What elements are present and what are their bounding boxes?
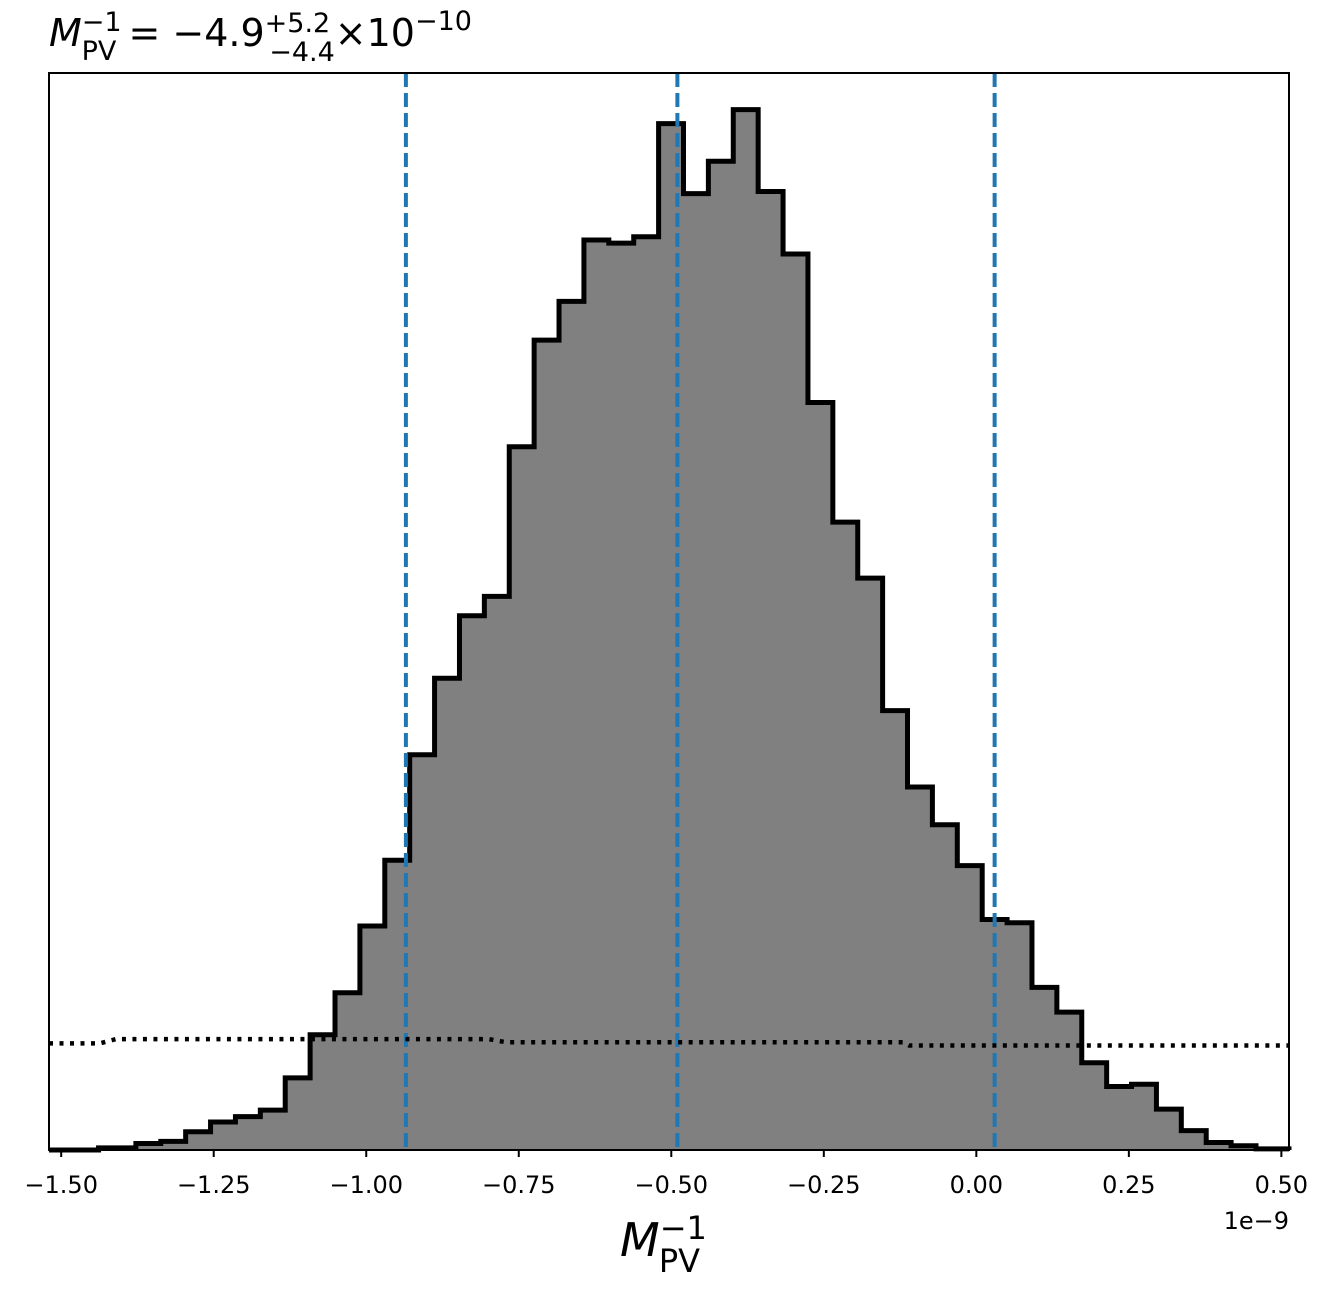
chart-title: M−1 PV = −4.9+5.2 −4.4×10−10 bbox=[49, 6, 472, 68]
histogram-bar bbox=[459, 615, 485, 1150]
histogram-bar bbox=[534, 340, 560, 1151]
title-symbol: M bbox=[49, 11, 82, 55]
prior-line bbox=[49, 1036, 1289, 1048]
title-times: × bbox=[335, 11, 367, 55]
histogram-bar bbox=[733, 109, 759, 1151]
x-tick-label: 0.50 bbox=[1255, 1171, 1308, 1199]
xlabel-sup: −1 bbox=[660, 1209, 707, 1247]
histogram-bar bbox=[758, 191, 784, 1151]
title-base: 10 bbox=[367, 11, 415, 55]
title-sub: PV bbox=[82, 36, 117, 67]
histogram-bar bbox=[583, 239, 610, 1150]
histogram-bar bbox=[1131, 1084, 1158, 1150]
x-tick-label: −1.25 bbox=[177, 1171, 251, 1199]
histogram-bar bbox=[633, 236, 660, 1150]
histogram-bar bbox=[285, 1077, 311, 1150]
x-tick-label: −0.75 bbox=[482, 1171, 556, 1199]
title-err-up: +5.2 bbox=[265, 8, 331, 39]
histogram-bar bbox=[832, 522, 859, 1150]
histogram-bar bbox=[235, 1116, 261, 1150]
histogram-bar bbox=[882, 710, 909, 1150]
x-axis-ticks: −1.50 −1.25 −1.00 −0.75 −0.50 −0.25 0.00 0.25 0.… bbox=[24, 1150, 1308, 1199]
histogram-bar bbox=[783, 253, 809, 1150]
histogram-bar bbox=[957, 865, 983, 1150]
x-axis-label: M−1 PV bbox=[620, 1209, 707, 1280]
x-offset-label: 1e−9 bbox=[1224, 1207, 1289, 1235]
histogram-bar bbox=[907, 787, 933, 1150]
x-tick-label: 0.00 bbox=[950, 1171, 1003, 1199]
x-tick-label: 0.25 bbox=[1102, 1171, 1155, 1199]
title-sup: −1 bbox=[82, 7, 122, 38]
histogram-bar bbox=[335, 992, 361, 1150]
x-tick-label: −0.25 bbox=[787, 1171, 861, 1199]
histogram-bar bbox=[807, 402, 834, 1150]
histogram-bar bbox=[484, 596, 510, 1150]
histogram-bar bbox=[310, 1034, 336, 1150]
histogram-bar bbox=[608, 243, 635, 1151]
histogram-bar bbox=[509, 446, 535, 1151]
x-tick-label: −1.00 bbox=[329, 1171, 403, 1199]
axes-frame bbox=[48, 72, 1290, 1151]
histogram-bar bbox=[409, 754, 436, 1150]
histogram-bar bbox=[260, 1110, 286, 1150]
histogram-bar bbox=[135, 1143, 162, 1150]
histogram-bar bbox=[559, 301, 585, 1150]
xlabel-sub: PV bbox=[659, 1242, 700, 1280]
prior-curve bbox=[49, 1036, 1289, 1048]
histogram-outline bbox=[49, 107, 1292, 1153]
histogram-bar bbox=[683, 193, 709, 1150]
title-err-down: −4.4 bbox=[269, 37, 335, 68]
histogram-bar bbox=[1007, 922, 1033, 1150]
title-equals: = −4.9 bbox=[116, 11, 264, 55]
title-exponent: −10 bbox=[415, 6, 472, 37]
x-tick-label: −1.50 bbox=[24, 1171, 98, 1199]
histogram-bar bbox=[1156, 1109, 1182, 1150]
xlabel-symbol: M bbox=[620, 1213, 660, 1267]
histogram-bar bbox=[434, 678, 461, 1150]
histogram-bar bbox=[658, 123, 685, 1151]
histogram-bar bbox=[708, 161, 734, 1150]
histogram-bar bbox=[160, 1141, 187, 1150]
histogram-bar bbox=[1181, 1130, 1207, 1150]
histogram-bar bbox=[210, 1122, 237, 1150]
histogram-bar bbox=[1106, 1086, 1133, 1150]
histogram-bar bbox=[1081, 1062, 1108, 1150]
histogram-bar bbox=[857, 578, 884, 1150]
histogram-bar bbox=[932, 824, 958, 1150]
histogram-bars bbox=[49, 107, 1292, 1153]
histogram-bar bbox=[1031, 987, 1058, 1150]
histogram-bar bbox=[185, 1131, 212, 1150]
x-tick-label: −0.50 bbox=[635, 1171, 709, 1199]
histogram-bar bbox=[1206, 1142, 1232, 1150]
histogram-bar bbox=[1056, 1012, 1083, 1150]
